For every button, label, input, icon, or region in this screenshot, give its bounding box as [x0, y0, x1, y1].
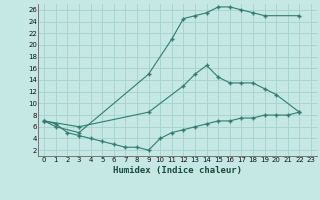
X-axis label: Humidex (Indice chaleur): Humidex (Indice chaleur): [113, 166, 242, 175]
